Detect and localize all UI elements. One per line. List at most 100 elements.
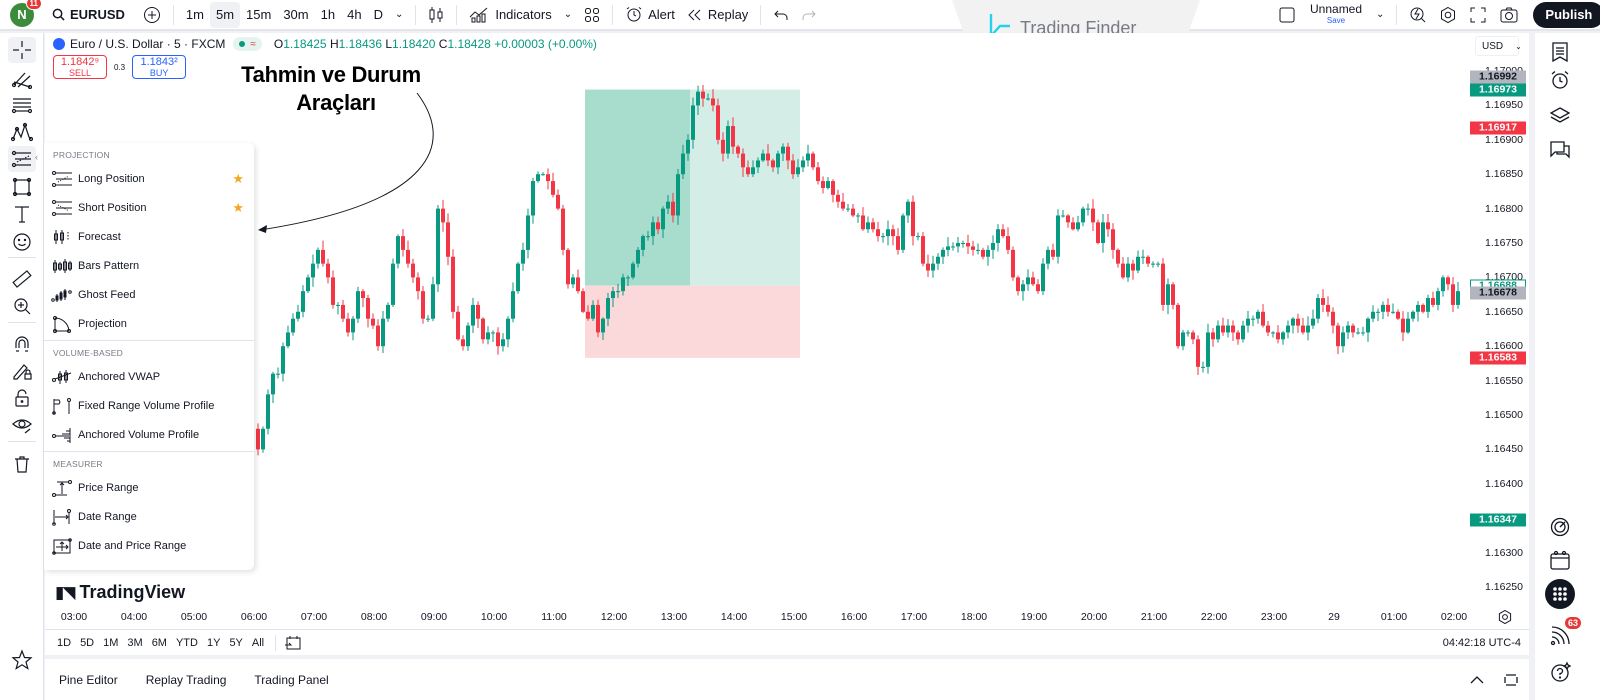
chart-type-button[interactable]	[422, 2, 450, 28]
goto-date-icon[interactable]	[284, 635, 302, 651]
lock-drawings-tool[interactable]	[8, 358, 36, 384]
shapes-tool[interactable]	[8, 174, 36, 200]
layout-button[interactable]	[578, 2, 606, 28]
magnet-tool[interactable]	[8, 331, 36, 357]
replay-button[interactable]: Replay	[681, 2, 754, 28]
range-all[interactable]: All	[251, 636, 265, 649]
range-1y[interactable]: 1Y	[206, 636, 221, 649]
quick-search-button[interactable]	[1403, 2, 1433, 28]
collapse-chevron-icon[interactable]: ‹	[35, 152, 38, 162]
tradingview-logo[interactable]: ▮◥ TradingView	[55, 582, 185, 603]
menu-item-date-range[interactable]: Date Range	[44, 502, 254, 531]
object-tree-button[interactable]	[1547, 102, 1573, 128]
tab-replay-trading[interactable]: Replay Trading	[145, 672, 227, 687]
favorite-star-icon[interactable]: ★	[232, 170, 244, 186]
interval-5m[interactable]: 5m	[209, 1, 241, 28]
undo-button[interactable]	[767, 2, 795, 28]
tv-logo-icon: ▮◥	[55, 582, 75, 602]
indicators-button[interactable]: Indicators	[463, 2, 557, 28]
range-3m[interactable]: 3M	[127, 636, 143, 649]
menu-item-label: Date and Price Range	[78, 539, 187, 552]
buy-button[interactable]: 1.1843² BUY	[132, 55, 187, 79]
projection-tool[interactable]	[8, 146, 36, 172]
interval-dropdown[interactable]: ⌄	[394, 9, 404, 20]
measure-tool[interactable]	[8, 266, 36, 292]
crosshair-tool[interactable]	[8, 37, 36, 63]
favorites-tool[interactable]	[8, 647, 36, 673]
watchlist-icon	[1552, 42, 1568, 63]
publish-button[interactable]: Publish	[1533, 1, 1600, 28]
clock-timezone[interactable]: 04:42:18 UTC-4	[1442, 636, 1521, 649]
menu-item-bars-pattern[interactable]: Bars Pattern	[44, 251, 254, 280]
text-tool[interactable]	[8, 201, 36, 227]
favorite-star-icon[interactable]: ★	[232, 199, 244, 215]
chats-button[interactable]	[1547, 137, 1573, 163]
interval-15m[interactable]: 15m	[246, 7, 272, 22]
layout-dropdown[interactable]: ⌄	[1376, 9, 1385, 20]
range-5y[interactable]: 5Y	[229, 636, 243, 649]
redo-button[interactable]	[795, 2, 823, 28]
notifications-button[interactable]: 63	[1547, 617, 1581, 649]
watchlist-button[interactable]	[1547, 39, 1573, 65]
interval-30m[interactable]: 30m	[283, 7, 309, 22]
interval-1h[interactable]: 1h	[320, 7, 336, 22]
range-ytd[interactable]: YTD	[175, 636, 198, 649]
menu-item-long-position[interactable]: Long Position ★	[44, 164, 254, 193]
indicators-dropdown[interactable]: ⌄	[563, 9, 573, 20]
time-axis[interactable]: 03:00 04:00 05:00 06:00 07:00 08:00 09:00 10:00…	[45, 607, 1529, 627]
layout-name-button[interactable]: Unnamed Save	[1302, 2, 1370, 28]
gear-icon[interactable]	[1497, 609, 1513, 625]
menu-item-anchored-vwap[interactable]: Anchored VWAP	[44, 362, 254, 391]
screener-button[interactable]	[1547, 514, 1573, 540]
symbol-name: EURUSD	[70, 7, 125, 22]
interval-1m[interactable]: 1m	[185, 7, 204, 22]
fib-tool[interactable]	[8, 92, 36, 118]
text-icon	[15, 206, 29, 223]
trend-line-tool[interactable]	[8, 65, 36, 91]
chart-pane[interactable]: Euro / U.S. Dollar · 5 · FXCM ≈ O1.18425…	[45, 33, 1529, 655]
sell-button[interactable]: 1.1842⁹ SELL	[53, 55, 107, 79]
menu-item-forecast[interactable]: Forecast	[44, 222, 254, 251]
patterns-tool[interactable]	[8, 119, 36, 145]
price-scale[interactable]: 1.170001.169501.169001.168501.168001.167…	[1467, 33, 1529, 613]
time-tick: 05:00	[180, 611, 208, 623]
fullscreen-button[interactable]	[1463, 2, 1493, 28]
menu-item-projection[interactable]: Projection	[44, 309, 254, 338]
products-button[interactable]	[1545, 579, 1575, 609]
tab-pine-editor[interactable]: Pine Editor	[59, 672, 118, 687]
range-6m[interactable]: 6M	[151, 636, 167, 649]
zoom-in-tool[interactable]	[8, 293, 36, 319]
price-tick: 1.16450	[1485, 443, 1523, 456]
alert-button[interactable]: Alert	[619, 2, 681, 28]
compare-symbol-button[interactable]	[137, 2, 167, 28]
screenshot-button[interactable]	[1493, 2, 1525, 28]
price-chart-canvas[interactable]	[45, 33, 1467, 607]
maximize-icon[interactable]	[1503, 673, 1519, 687]
symbol-search-button[interactable]: EURUSD	[46, 2, 131, 28]
calendar-button[interactable]	[1547, 547, 1573, 573]
menu-item-anchored-volume-profile[interactable]: Anchored Volume Profile	[44, 420, 254, 449]
help-button[interactable]	[1547, 659, 1573, 685]
range-1d[interactable]: 1D	[57, 636, 72, 649]
menu-item-fixed-range-volume-profile[interactable]: Fixed Range Volume Profile	[44, 391, 254, 420]
layout-toggle-button[interactable]	[1272, 2, 1302, 28]
hide-drawings-tool[interactable]	[8, 412, 36, 438]
currency-selector[interactable]: USD ⌄	[1475, 36, 1522, 56]
chevron-up-icon[interactable]	[1469, 675, 1485, 685]
lock-all-tool[interactable]	[8, 385, 36, 411]
remove-drawings-tool[interactable]	[8, 451, 36, 477]
menu-item-label: Anchored Volume Profile	[78, 428, 200, 441]
settings-button[interactable]	[1433, 2, 1463, 28]
tab-trading-panel[interactable]: Trading Panel	[254, 672, 329, 687]
menu-item-short-position[interactable]: Short Position ★	[44, 193, 254, 222]
emoji-tool[interactable]	[8, 229, 36, 255]
range-1m[interactable]: 1M	[103, 636, 119, 649]
alerts-button[interactable]	[1547, 67, 1573, 93]
menu-item-ghost-feed[interactable]: Ghost Feed	[44, 280, 254, 309]
user-avatar[interactable]: N 11	[10, 0, 42, 27]
interval-4h[interactable]: 4h	[347, 7, 362, 22]
interval-D[interactable]: D	[373, 7, 383, 22]
range-5d[interactable]: 5D	[80, 636, 95, 649]
menu-item-date-and-price-range[interactable]: Date and Price Range	[44, 531, 254, 560]
menu-item-price-range[interactable]: Price Range	[44, 473, 254, 502]
